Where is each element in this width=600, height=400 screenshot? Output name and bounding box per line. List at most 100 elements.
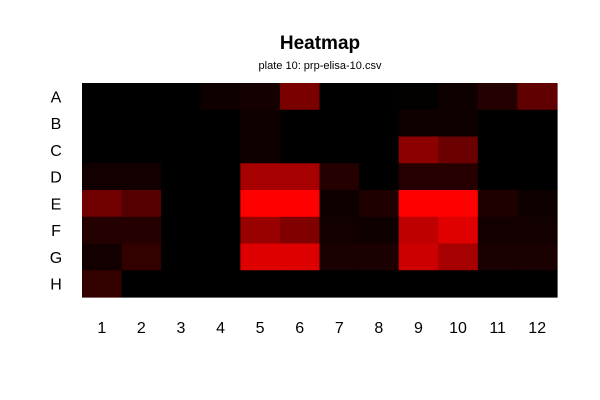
heatmap-cell-D6 [279, 163, 321, 191]
heatmap-cell-F3 [161, 216, 202, 245]
heatmap-cell-E6 [279, 190, 321, 218]
heatmap-cell-G2 [121, 243, 162, 271]
heatmap-cell-A3 [161, 83, 202, 111]
column-label-1: 1 [97, 320, 106, 337]
heatmap-cell-A9 [398, 83, 439, 111]
heatmap-cell-C4 [200, 136, 241, 164]
column-label-10: 10 [449, 320, 467, 337]
row-label-G: G [50, 250, 62, 267]
heatmap-cell-F10 [438, 216, 479, 245]
heatmap-cell-E5 [240, 190, 281, 218]
heatmap-cell-B9 [398, 109, 439, 138]
heatmap-cell-E11 [477, 190, 519, 218]
heatmap-cell-B6 [279, 109, 321, 138]
heatmap-cell-F1 [82, 216, 123, 245]
heatmap-cell-H1 [82, 270, 123, 298]
heatmap-cell-H10 [438, 270, 479, 298]
heatmap-cell-B4 [200, 109, 241, 138]
chart-title: Heatmap [280, 33, 360, 54]
heatmap-cell-H5 [240, 270, 281, 298]
column-label-6: 6 [295, 320, 304, 337]
heatmap-cell-C11 [477, 136, 519, 164]
heatmap-cell-A11 [477, 83, 519, 111]
chart-subtitle: plate 10: prp-elisa-10.csv [259, 60, 382, 72]
heatmap-cell-H9 [398, 270, 439, 298]
heatmap-cell-H11 [477, 270, 519, 298]
column-label-5: 5 [256, 320, 265, 337]
column-label-12: 12 [528, 320, 546, 337]
column-label-4: 4 [216, 320, 225, 337]
heatmap-cell-D2 [121, 163, 162, 191]
heatmap-cell-B12 [517, 109, 558, 138]
heatmap-cell-F11 [477, 216, 519, 245]
heatmap-cell-F4 [200, 216, 241, 245]
heatmap-cell-E10 [438, 190, 479, 218]
heatmap-cell-D5 [240, 163, 281, 191]
heatmap-cell-F8 [359, 216, 400, 245]
heatmap-cell-F6 [279, 216, 321, 245]
heatmap-cell-G4 [200, 243, 241, 271]
heatmap-cell-G12 [517, 243, 558, 271]
heatmap-cell-H2 [121, 270, 162, 298]
heatmap-cell-D11 [477, 163, 519, 191]
heatmap-cell-B7 [319, 109, 360, 138]
row-label-B: B [51, 116, 62, 133]
row-label-E: E [51, 196, 62, 213]
heatmap-cell-D7 [319, 163, 360, 191]
heatmap-cell-A7 [319, 83, 360, 111]
heatmap-cell-G9 [398, 243, 439, 271]
heatmap-cell-G5 [240, 243, 281, 271]
row-label-F: F [51, 223, 61, 240]
heatmap-cell-B8 [359, 109, 400, 138]
row-label-C: C [50, 143, 62, 160]
heatmap-cell-F7 [319, 216, 360, 245]
heatmap-cell-E12 [517, 190, 558, 218]
heatmap-cell-C5 [240, 136, 281, 164]
heatmap-cell-D8 [359, 163, 400, 191]
heatmap-cell-A12 [517, 83, 558, 111]
heatmap-cell-C2 [121, 136, 162, 164]
heatmap-cell-D1 [82, 163, 123, 191]
heatmap-cell-H8 [359, 270, 400, 298]
heatmap-cell-E7 [319, 190, 360, 218]
heatmap-cell-F5 [240, 216, 281, 245]
heatmap-cell-E8 [359, 190, 400, 218]
heatmap-cell-D4 [200, 163, 241, 191]
column-label-9: 9 [414, 320, 423, 337]
heatmap-cell-D3 [161, 163, 202, 191]
heatmap-cell-G1 [82, 243, 123, 271]
heatmap-cell-C1 [82, 136, 123, 164]
heatmap-cell-A6 [279, 83, 321, 111]
heatmap-cell-E4 [200, 190, 241, 218]
heatmap-cell-C10 [438, 136, 479, 164]
heatmap-cell-H3 [161, 270, 202, 298]
column-label-11: 11 [489, 320, 506, 337]
heatmap-cell-G11 [477, 243, 519, 271]
heatmap-cell-E1 [82, 190, 123, 218]
heatmap-cell-B5 [240, 109, 281, 138]
heatmap-cell-D12 [517, 163, 558, 191]
heatmap-cell-A8 [359, 83, 400, 111]
heatmap-cell-C9 [398, 136, 439, 164]
heatmap-cells [82, 83, 558, 298]
heatmap-cell-C6 [279, 136, 321, 164]
heatmap-cell-A1 [82, 83, 123, 111]
heatmap-cell-F2 [121, 216, 162, 245]
column-label-8: 8 [374, 320, 383, 337]
heatmap-cell-H12 [517, 270, 558, 298]
heatmap-cell-D9 [398, 163, 439, 191]
heatmap-cell-H4 [200, 270, 241, 298]
heatmap-cell-A10 [438, 83, 479, 111]
column-labels: 1 2 3 4 5 6 7 8 9 10 11 12 [97, 320, 546, 337]
row-label-D: D [50, 170, 62, 187]
heatmap-cell-B10 [438, 109, 479, 138]
heatmap-cell-G10 [438, 243, 479, 271]
heatmap-cell-E3 [161, 190, 202, 218]
heatmap-cell-E9 [398, 190, 439, 218]
column-label-3: 3 [177, 320, 186, 337]
heatmap-cell-G8 [359, 243, 400, 271]
heatmap-cell-B1 [82, 109, 123, 138]
